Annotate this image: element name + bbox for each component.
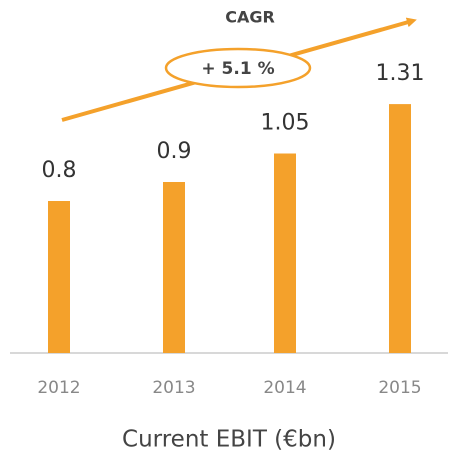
value-label: 0.8 [42,158,77,183]
value-label: 1.31 [376,61,425,86]
x-tick-label: 2012 [37,378,80,398]
cagr-ellipse [164,47,312,89]
cagr-value: + 5.1 % [201,59,274,79]
value-label: 0.9 [157,139,192,164]
x-tick-label: 2013 [152,378,195,398]
x-tick-label: 2014 [263,378,306,398]
bar [274,153,296,353]
x-tick-label: 2015 [378,378,421,398]
bar [389,104,411,353]
bar [163,182,185,353]
x-axis-label: Current EBIT (€bn) [122,427,336,453]
bar [48,201,70,353]
cagr-title: CAGR [225,8,275,27]
value-label: 1.05 [261,111,310,136]
